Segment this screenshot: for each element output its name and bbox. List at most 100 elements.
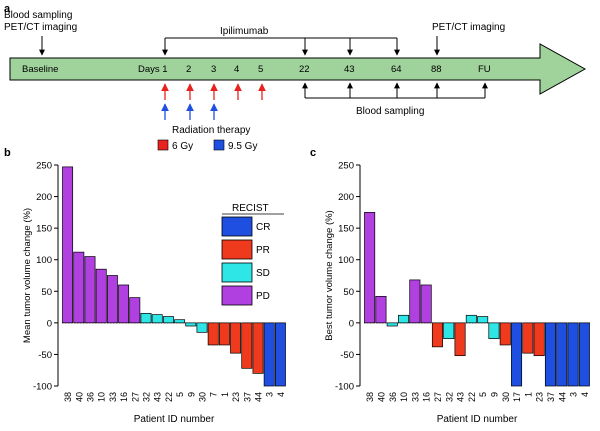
y-axis-label: Mean tumor volume change (%) <box>22 208 33 343</box>
y-axis-label: Best tumor volume change (%) <box>324 210 335 340</box>
bar-patient-9 <box>488 322 500 339</box>
pet-ct-label-right: PET/CT imaging <box>432 22 505 33</box>
bar-patient-22 <box>162 316 174 324</box>
blood-sampling-label-top: Blood sampling <box>4 10 72 21</box>
bar-patient-7 <box>207 322 219 346</box>
bar-patient-37 <box>544 322 556 387</box>
timeline-day-43: 43 <box>344 64 355 75</box>
legend-swatch-6gy <box>157 139 169 151</box>
bar-patient-32 <box>443 322 455 339</box>
bar-patient-1 <box>218 322 230 346</box>
ipilimumab-label: Ipilimumab <box>220 26 269 37</box>
timeline-fu: FU <box>478 64 491 75</box>
timeline-arrow <box>9 43 587 95</box>
bar-patient-4 <box>578 322 590 387</box>
recist-swatch-cr <box>221 216 253 237</box>
x-tick-label: 38 <box>365 392 375 402</box>
recist-label-pd: PD <box>256 291 270 302</box>
bar-patient-44 <box>252 322 264 374</box>
y-tick-label: 50 <box>343 287 354 298</box>
x-tick-label: 36 <box>86 392 96 402</box>
bar-patient-27 <box>431 322 443 348</box>
recist-label-sd: SD <box>256 268 270 279</box>
x-tick-label: 30 <box>198 392 208 402</box>
x-tick-label: 5 <box>175 392 185 397</box>
x-tick-label: 27 <box>433 392 443 402</box>
y-tick-label: 200 <box>338 192 354 203</box>
bar-patient-1 <box>522 322 534 354</box>
x-tick-label: 17 <box>512 392 522 402</box>
x-tick-label: 30 <box>501 392 511 402</box>
x-tick-label: 37 <box>546 392 556 402</box>
recist-title: RECIST <box>232 203 269 214</box>
y-tick-label: 100 <box>338 255 354 266</box>
x-tick-label: 3 <box>265 392 275 397</box>
bar-patient-43 <box>151 314 163 324</box>
x-tick-label: 10 <box>97 392 107 402</box>
recist-swatch-pd <box>221 285 253 306</box>
recist-swatch-sd <box>221 262 253 283</box>
x-tick-label: 22 <box>164 392 174 402</box>
bar-patient-16 <box>420 284 432 324</box>
x-tick-label: 33 <box>108 392 118 402</box>
bar-patient-23 <box>230 322 242 354</box>
y-tick-label: 150 <box>338 224 354 235</box>
bar-patient-37 <box>241 322 253 369</box>
chart-c: -100 -50 0 50 100 150 200 250 Best tumor volume … <box>324 161 590 425</box>
timeline-day-64: 64 <box>391 64 402 75</box>
timeline-day-4: 4 <box>234 64 239 75</box>
bar-patient-32 <box>140 313 152 324</box>
bar-patient-30 <box>196 322 208 333</box>
legend-swatch-9-5gy <box>213 139 225 151</box>
bar-patient-27 <box>129 297 141 324</box>
timeline-baseline: Baseline <box>22 64 58 75</box>
x-tick-label: 38 <box>63 392 73 402</box>
x-tick-label: 1 <box>220 392 230 397</box>
bar-patient-23 <box>533 322 545 357</box>
bar-patient-3 <box>263 322 275 387</box>
timeline-day-3: 3 <box>211 64 216 75</box>
x-tick-label: 23 <box>231 392 241 402</box>
legend-label-9-5gy: 9.5 Gy <box>228 141 257 152</box>
recist-label-pr: PR <box>256 245 270 256</box>
bar-patient-38 <box>62 166 74 324</box>
x-tick-label: 5 <box>478 392 488 397</box>
recist-legend: RECIST CR PR SD PD <box>221 203 284 306</box>
y-tick-label: 0 <box>47 318 52 329</box>
bar-patient-4 <box>274 322 286 387</box>
bar-patient-44 <box>556 322 568 387</box>
chart-b: -100 -50 0 50 100 150 200 250 Mean tumor volume … <box>22 161 286 425</box>
x-tick-label: 3 <box>569 392 579 397</box>
bar-patient-5 <box>477 316 489 324</box>
bar-patient-9 <box>185 322 197 327</box>
bar-patient-38 <box>364 212 376 324</box>
y-tick-label: -50 <box>340 350 354 361</box>
y-tick-label: -100 <box>33 382 52 393</box>
panel-a-label: a <box>4 3 11 15</box>
x-tick-label: 44 <box>254 392 264 402</box>
timeline-day-88: 88 <box>431 64 442 75</box>
bar-patient-17 <box>511 322 523 387</box>
x-tick-label: 22 <box>467 392 477 402</box>
x-tick-label: 7 <box>209 392 219 397</box>
y-tick-label: 100 <box>36 255 52 266</box>
x-tick-label: 44 <box>557 392 567 402</box>
y-tick-label: 200 <box>36 192 52 203</box>
y-tick-label: 0 <box>349 318 354 329</box>
y-tick-label: 250 <box>36 161 52 172</box>
x-tick-label: 16 <box>119 392 129 402</box>
timeline-day-2: 2 <box>186 64 191 75</box>
x-tick-label: 32 <box>444 392 454 402</box>
timeline-day-1: Days 1 <box>138 64 168 75</box>
x-tick-label: 43 <box>153 392 163 402</box>
bar-patient-33 <box>409 279 421 324</box>
timeline-day-22: 22 <box>299 64 310 75</box>
x-axis-label: Patient ID number <box>437 414 518 425</box>
timeline-day-5: 5 <box>258 64 263 75</box>
radiation-therapy-title: Radiation therapy <box>172 125 250 136</box>
x-tick-label: 10 <box>399 392 409 402</box>
bar-patient-40 <box>375 295 387 324</box>
bar-patient-36 <box>386 322 398 327</box>
bar-patient-36 <box>84 256 96 324</box>
